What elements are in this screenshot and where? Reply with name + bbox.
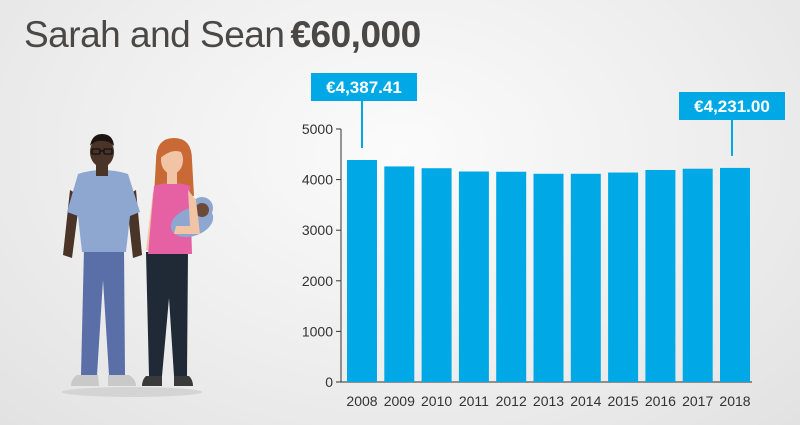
y-tick-label: 2000	[302, 273, 333, 289]
x-tick-label-2013: 2013	[533, 393, 564, 409]
y-tick-label: 0	[325, 374, 333, 390]
callout-label-2008: €4,387.41	[326, 78, 402, 97]
y-tick-label: 5000	[302, 121, 333, 137]
x-tick-label-2017: 2017	[682, 393, 713, 409]
title-names: Sarah and Sean	[24, 14, 285, 55]
callout-box-2018	[679, 92, 785, 120]
x-tick-label-2010: 2010	[421, 393, 452, 409]
bar-2013	[533, 173, 564, 382]
family-illustration	[62, 134, 214, 397]
title-amount: €60,000	[290, 14, 421, 55]
y-tick-label: 4000	[302, 172, 333, 188]
x-tick-label-2012: 2012	[496, 393, 527, 409]
page-title: Sarah and Sean €60,000	[24, 14, 421, 56]
x-tick-label-2008: 2008	[346, 393, 377, 409]
y-tick-label: 1000	[302, 323, 333, 339]
x-tick-label-2018: 2018	[719, 393, 750, 409]
bar-2012	[496, 171, 527, 382]
bar-2010	[421, 168, 452, 382]
bar-2008	[347, 159, 377, 382]
y-tick-label: 3000	[302, 222, 333, 238]
bar-2015	[608, 172, 639, 382]
bar-2009	[384, 166, 415, 382]
bar-2016	[645, 169, 676, 382]
x-tick-label-2016: 2016	[645, 393, 676, 409]
x-tick-label-2011: 2011	[459, 393, 489, 409]
callout-box-2008	[311, 73, 417, 101]
x-tick-label-2015: 2015	[608, 393, 639, 409]
bar-2011	[458, 171, 489, 382]
callout-label-2018: €4,231.00	[694, 97, 770, 116]
man-figure	[63, 134, 142, 386]
woman-figure	[142, 138, 214, 386]
bar-2014	[570, 173, 601, 382]
x-tick-label-2009: 2009	[384, 393, 415, 409]
bar-2017	[682, 168, 713, 382]
bar-2018	[720, 167, 750, 382]
x-tick-label-2014: 2014	[570, 393, 601, 409]
